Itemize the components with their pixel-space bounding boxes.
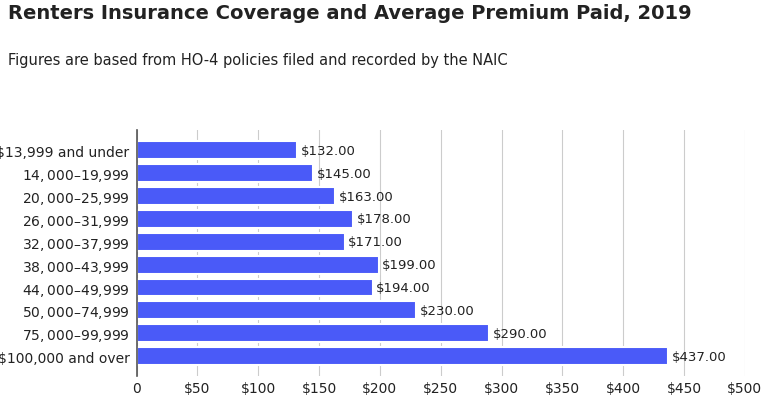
- Text: $194.00: $194.00: [376, 281, 431, 294]
- Bar: [136, 256, 378, 274]
- Text: $178.00: $178.00: [356, 213, 412, 226]
- Text: $163.00: $163.00: [339, 190, 393, 203]
- Text: Figures are based from HO-4 policies filed and recorded by the NAIC: Figures are based from HO-4 policies fil…: [8, 53, 508, 68]
- Bar: [136, 211, 353, 228]
- Bar: [136, 165, 313, 183]
- Text: $230.00: $230.00: [420, 304, 475, 317]
- Text: $171.00: $171.00: [348, 236, 403, 249]
- Bar: [136, 302, 417, 319]
- Bar: [136, 279, 373, 297]
- Bar: [136, 142, 297, 160]
- Text: $290.00: $290.00: [493, 327, 548, 340]
- Text: $437.00: $437.00: [672, 350, 727, 363]
- Text: Renters Insurance Coverage and Average Premium Paid, 2019: Renters Insurance Coverage and Average P…: [8, 4, 691, 23]
- Bar: [136, 347, 668, 365]
- Bar: [136, 233, 345, 251]
- Text: $145.00: $145.00: [317, 167, 371, 180]
- Text: $132.00: $132.00: [301, 144, 356, 157]
- Text: $199.00: $199.00: [382, 258, 437, 272]
- Bar: [136, 324, 489, 342]
- Bar: [136, 188, 335, 205]
